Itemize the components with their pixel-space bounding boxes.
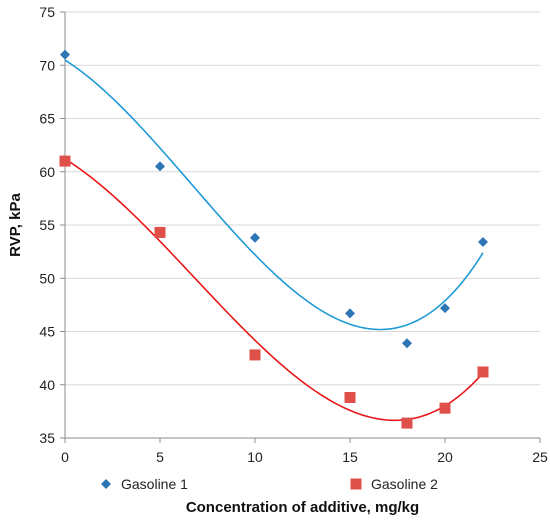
y-tick-label: 45	[39, 324, 55, 340]
x-tick-labels: 0 5 10 15 20 25	[61, 449, 548, 465]
x-axis-title: Concentration of additive, mg/kg	[186, 499, 419, 516]
point-series-2	[477, 366, 489, 378]
x-tick-label: 15	[342, 449, 358, 465]
trendlines	[64, 59, 484, 422]
axes	[60, 11, 541, 443]
gridlines	[65, 11, 540, 386]
y-tick-label: 75	[39, 4, 55, 20]
point-series-1	[60, 49, 70, 60]
point-series-2	[401, 417, 413, 429]
legend-marker-series-2	[350, 478, 362, 490]
point-series-2	[344, 392, 356, 404]
y-tick-label: 40	[39, 377, 55, 393]
legend-marker-series-1	[101, 479, 111, 489]
x-tick-label: 25	[532, 449, 548, 465]
point-series-1	[440, 303, 450, 314]
point-series-2	[154, 226, 166, 238]
point-series-1	[402, 338, 412, 349]
x-tick-label: 0	[61, 449, 69, 465]
point-series-2	[439, 402, 451, 414]
legend-label-series-2: Gasoline 2	[371, 476, 438, 492]
y-tick-label: 50	[39, 270, 55, 286]
legend: Gasoline 1 Gasoline 2	[101, 476, 438, 492]
y-tick-label: 35	[39, 430, 55, 446]
y-tick-label: 60	[39, 164, 55, 180]
x-tick-label: 5	[156, 449, 164, 465]
y-tick-label: 70	[39, 57, 55, 73]
y-tick-label: 55	[39, 217, 55, 233]
y-tick-label: 65	[39, 111, 55, 127]
point-series-1	[250, 232, 260, 243]
data-points	[59, 49, 489, 429]
y-tick-labels: 35 40 45 50 55 60 65 70 75	[39, 4, 55, 446]
point-series-1	[345, 308, 355, 319]
point-series-1	[155, 161, 165, 172]
trendline-series-2	[64, 158, 484, 422]
point-series-2	[59, 155, 71, 167]
legend-label-series-1: Gasoline 1	[121, 476, 188, 492]
trendline-series-1	[64, 59, 484, 331]
point-series-2	[249, 349, 261, 361]
x-tick-label: 20	[437, 449, 453, 465]
y-axis-title: RVP, kPa	[7, 193, 24, 257]
point-series-1	[478, 237, 488, 248]
x-tick-label: 10	[247, 449, 263, 465]
